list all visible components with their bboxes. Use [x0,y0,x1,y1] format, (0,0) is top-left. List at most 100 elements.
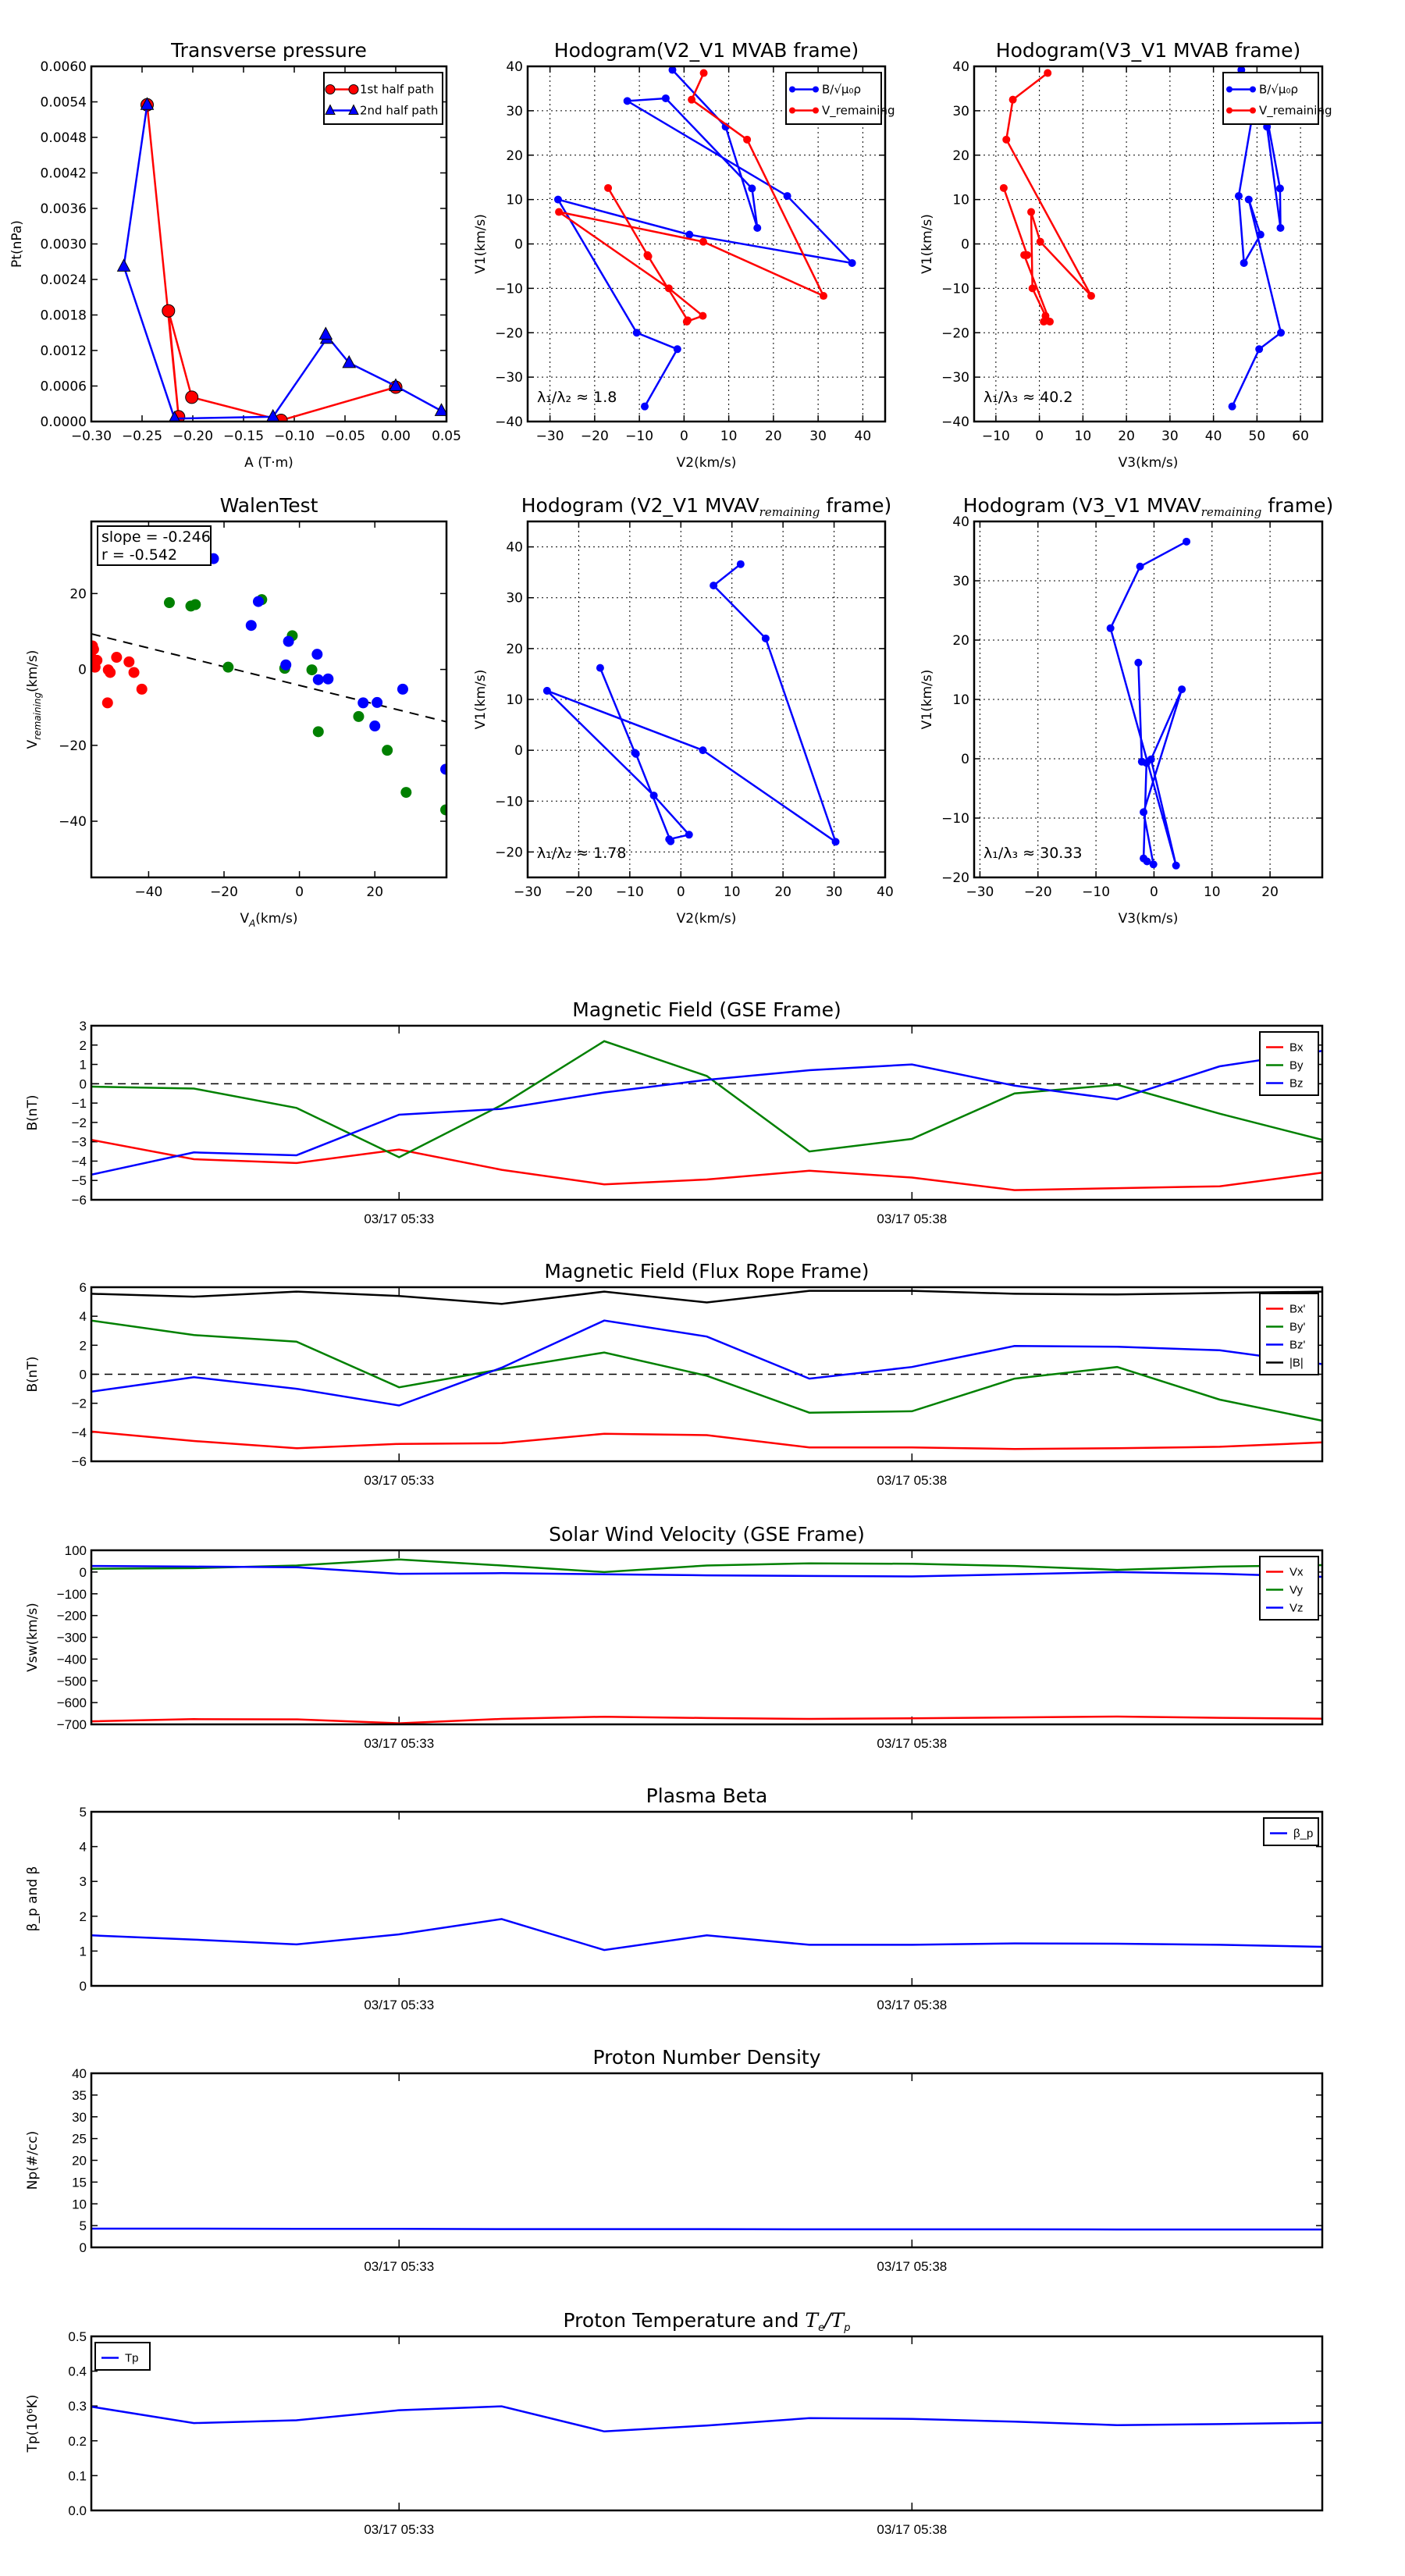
y-tick-label: −5 [72,1173,87,1188]
y-tick-label: 0.0012 [41,343,87,359]
x-tick-label: −0.30 [71,429,112,444]
y-tick-label: −300 [57,1631,87,1646]
data-point [743,135,752,144]
y-axis-label: Pt(nPa) [9,220,25,268]
y-tick-label: 10 [506,193,523,208]
data-point [185,390,199,404]
data-point [1276,224,1285,233]
x-tick-label: −40 [134,884,162,900]
chart-title: Plasma Beta [646,1784,768,1807]
chart-title: Magnetic Field (Flux Rope Frame) [544,1260,869,1283]
y-tick-label: 20 [952,633,969,649]
legend-label: Bz [1289,1077,1304,1091]
legend-label: 1st half path [360,83,434,97]
data-point [1256,230,1264,239]
x-tick-label: 40 [855,429,872,444]
data-point [1044,69,1052,77]
data-point [105,667,116,678]
legend-label: Vx [1289,1566,1304,1579]
y-tick-label: 0 [80,1565,87,1580]
y-tick-label: −2 [72,1115,87,1130]
data-point [623,97,631,105]
plot-area [91,1040,1322,1191]
y-tick-label: −40 [941,415,969,430]
legend: 1st half path 2nd half path [323,72,443,125]
data-point [222,661,234,673]
y-tick-label: 0.3 [68,2399,87,2414]
x-tick-label: −10 [982,429,1010,444]
data-point [710,582,718,590]
x-tick-label: 30 [809,429,827,444]
y-tick-label: 20 [506,148,523,164]
data-point [631,749,639,757]
plot-area [542,560,840,846]
y-tick-label: −4 [72,1154,87,1169]
y-tick-label: 30 [72,2110,87,2125]
data-point [683,316,692,325]
legend-marker [1250,107,1256,114]
series-bz-line [91,1319,1322,1407]
x-tick-label: 20 [1261,884,1279,900]
data-point [140,97,155,110]
y-tick-label: 0 [961,752,969,767]
y-axis-label: Np(#/cc) [25,2131,41,2190]
legend-label: V_remaining [1259,104,1332,119]
x-axis-label: V3(km/s) [1119,911,1179,927]
legend-box [1222,72,1319,125]
series-bz-line [91,1049,1322,1176]
data-point [91,643,99,655]
legend-marker [325,104,336,115]
y-tick-label: 0.2 [68,2434,87,2449]
x-tick-label: 20 [366,884,383,900]
y-tick-label: 0 [514,237,523,253]
y-tick-label: −400 [57,1652,87,1667]
data-point [1137,757,1146,766]
data-point [353,710,365,722]
chart-title: Transverse pressure [170,39,367,62]
data-point [1183,537,1191,546]
data-point [685,831,693,839]
y-axis-label: B(nT) [25,1094,41,1130]
y-tick-label: −30 [941,370,969,386]
legend-box [94,2342,151,2371]
data-point [1228,402,1236,411]
data-point [1140,808,1148,817]
legend-label: B/√μ₀ρ [1259,83,1298,97]
y-tick-label: −3 [72,1135,87,1150]
y-tick-label: 20 [952,148,969,164]
y-tick-label: 5 [80,2218,87,2233]
data-point [434,403,446,416]
y-tick-label: 0 [80,1076,87,1091]
legend-box [1259,1031,1319,1096]
data-point [649,792,658,800]
axes-frame [90,1024,1324,1201]
data-point [688,95,696,104]
y-tick-label: 20 [506,642,523,657]
data-point [342,354,357,368]
y-tick-label: 40 [72,2066,87,2081]
data-point [1087,292,1095,301]
x-tick-label: −20 [210,884,238,900]
legend-label: Vy [1289,1584,1303,1597]
data-point [440,763,446,775]
legend: Vx Vy Vz [1259,1556,1319,1621]
y-tick-label: 15 [72,2175,87,2190]
data-point [699,311,707,320]
data-point [312,674,324,685]
x-tick-label: −0.05 [325,429,365,444]
x-axis-label: V3(km/s) [1119,455,1179,471]
y-axis-label: B(nT) [25,1356,41,1392]
data-point [163,597,175,609]
plot-area [91,1918,1322,1952]
chart-title: WalenTest [220,494,318,517]
x-tick-label: 0 [680,429,688,444]
legend-label: Bx [1289,1041,1304,1055]
x-tick-label: −20 [564,884,592,900]
legend-label: Bx' [1289,1303,1306,1316]
fit-line [91,633,446,723]
plot-area [116,97,446,422]
axes-frame [526,520,887,879]
y-axis-label: Vsw(km/s) [25,1603,41,1672]
series-1st-half-path-line [146,105,397,422]
data-point [555,208,564,216]
